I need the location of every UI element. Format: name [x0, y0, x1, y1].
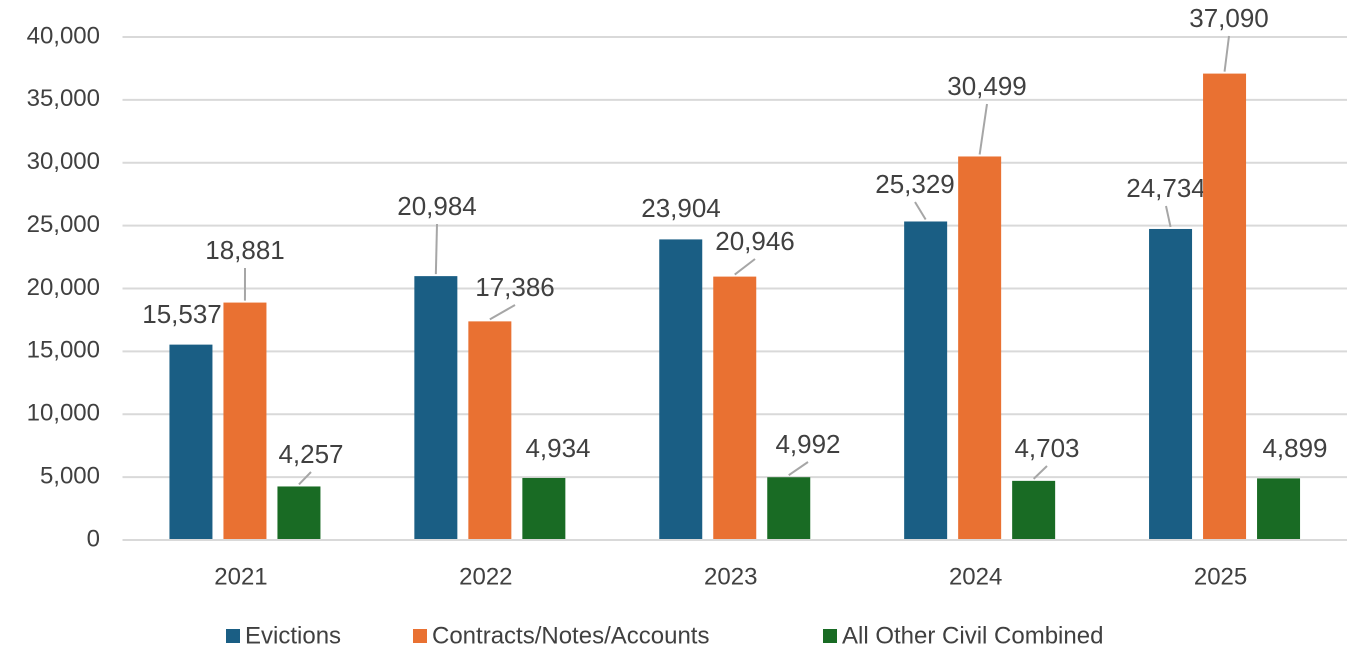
value-label: 15,537 [142, 299, 222, 329]
value-label: 4,992 [775, 429, 840, 459]
legend-swatch [226, 629, 240, 643]
value-label: 18,881 [205, 235, 285, 265]
value-label: 17,386 [475, 272, 555, 302]
leader-line [734, 258, 756, 276]
bar [169, 344, 213, 540]
bar [1257, 478, 1301, 540]
value-label: 4,934 [525, 433, 590, 463]
bar [277, 486, 321, 540]
value-label: 4,257 [278, 439, 343, 469]
value-label: 20,984 [397, 191, 477, 221]
y-tick-label: 40,000 [27, 22, 100, 49]
leader-line [1223, 35, 1230, 72]
y-tick-label: 5,000 [40, 462, 100, 489]
y-tick-label: 20,000 [27, 274, 100, 301]
bar [1149, 228, 1193, 540]
value-label: 23,904 [641, 193, 721, 223]
leader-line [434, 223, 438, 275]
bar [767, 477, 811, 540]
leader-line [1032, 465, 1048, 480]
y-tick-label: 30,000 [27, 148, 100, 175]
bar [468, 321, 512, 540]
y-tick-label: 35,000 [27, 85, 100, 112]
leader-line [298, 471, 312, 486]
x-tick-label: 2024 [949, 563, 1002, 590]
bar [1012, 480, 1056, 540]
bar [904, 221, 948, 540]
value-label: 4,703 [1014, 433, 1079, 463]
legend-swatch [823, 629, 837, 643]
x-tick-label: 2021 [214, 563, 267, 590]
x-tick-label: 2025 [1194, 563, 1247, 590]
bar [1203, 73, 1247, 540]
leader-line [489, 304, 516, 321]
bar [522, 477, 566, 540]
bar [414, 276, 458, 540]
y-tick-label: 15,000 [27, 337, 100, 364]
leader-line [788, 461, 809, 477]
value-label: 25,329 [875, 169, 955, 199]
bar [958, 156, 1002, 540]
legend-label: All Other Civil Combined [842, 622, 1103, 649]
leader-line [1165, 205, 1172, 228]
legend-swatch [413, 629, 427, 643]
leader-line [914, 201, 927, 221]
value-label: 4,899 [1262, 433, 1327, 463]
y-tick-label: 10,000 [27, 400, 100, 427]
bar [223, 302, 267, 540]
value-label: 24,734 [1126, 173, 1206, 203]
value-label: 30,499 [947, 71, 1027, 101]
x-tick-label: 2023 [704, 563, 757, 590]
legend-label: Evictions [245, 622, 341, 649]
value-label: 37,090 [1189, 3, 1269, 33]
bar [713, 276, 757, 540]
legend-label: Contracts/Notes/Accounts [432, 622, 709, 649]
y-tick-label: 25,000 [27, 211, 100, 238]
bar [659, 239, 703, 540]
value-label: 20,946 [715, 226, 795, 256]
leader-line [978, 103, 988, 155]
y-tick-label: 0 [87, 525, 100, 552]
x-tick-label: 2022 [459, 563, 512, 590]
